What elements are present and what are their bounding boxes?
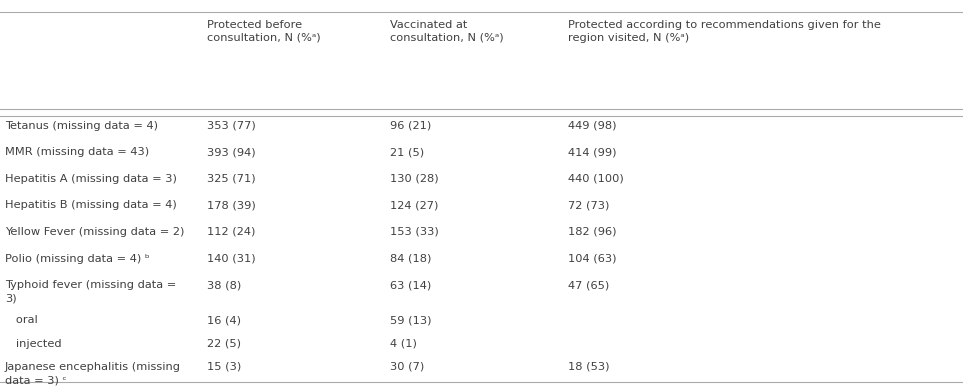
Text: Protected according to recommendations given for the
region visited, N (%ᵃ): Protected according to recommendations g…	[568, 20, 881, 43]
Text: 325 (71): 325 (71)	[207, 174, 255, 184]
Text: 96 (21): 96 (21)	[390, 121, 431, 131]
Text: 21 (5): 21 (5)	[390, 147, 424, 158]
Text: Tetanus (missing data = 4): Tetanus (missing data = 4)	[5, 121, 158, 131]
Text: Hepatitis A (missing data = 3): Hepatitis A (missing data = 3)	[5, 174, 176, 184]
Text: Polio (missing data = 4) ᵇ: Polio (missing data = 4) ᵇ	[5, 254, 149, 264]
Text: 59 (13): 59 (13)	[390, 315, 431, 325]
Text: 15 (3): 15 (3)	[207, 362, 242, 372]
Text: 30 (7): 30 (7)	[390, 362, 425, 372]
Text: 18 (53): 18 (53)	[568, 362, 610, 372]
Text: Typhoid fever (missing data =
3): Typhoid fever (missing data = 3)	[5, 280, 176, 303]
Text: 449 (98): 449 (98)	[568, 121, 616, 131]
Text: 47 (65): 47 (65)	[568, 280, 610, 290]
Text: 393 (94): 393 (94)	[207, 147, 255, 158]
Text: 38 (8): 38 (8)	[207, 280, 242, 290]
Text: 4 (1): 4 (1)	[390, 339, 417, 349]
Text: Vaccinated at
consultation, N (%ᵃ): Vaccinated at consultation, N (%ᵃ)	[390, 20, 504, 43]
Text: Hepatitis B (missing data = 4): Hepatitis B (missing data = 4)	[5, 200, 176, 211]
Text: 22 (5): 22 (5)	[207, 339, 241, 349]
Text: 130 (28): 130 (28)	[390, 174, 438, 184]
Text: Yellow Fever (missing data = 2): Yellow Fever (missing data = 2)	[5, 227, 184, 237]
Text: 112 (24): 112 (24)	[207, 227, 255, 237]
Text: oral: oral	[5, 315, 38, 325]
Text: 153 (33): 153 (33)	[390, 227, 439, 237]
Text: Protected before
consultation, N (%ᵃ): Protected before consultation, N (%ᵃ)	[207, 20, 321, 43]
Text: 104 (63): 104 (63)	[568, 254, 616, 264]
Text: injected: injected	[5, 339, 62, 349]
Text: 84 (18): 84 (18)	[390, 254, 431, 264]
Text: 414 (99): 414 (99)	[568, 147, 616, 158]
Text: 72 (73): 72 (73)	[568, 200, 610, 211]
Text: Japanese encephalitis (missing
data = 3) ᶜ: Japanese encephalitis (missing data = 3)…	[5, 362, 181, 385]
Text: 182 (96): 182 (96)	[568, 227, 616, 237]
Text: MMR (missing data = 43): MMR (missing data = 43)	[5, 147, 149, 158]
Text: 353 (77): 353 (77)	[207, 121, 256, 131]
Text: 178 (39): 178 (39)	[207, 200, 256, 211]
Text: 16 (4): 16 (4)	[207, 315, 241, 325]
Text: 440 (100): 440 (100)	[568, 174, 624, 184]
Text: 140 (31): 140 (31)	[207, 254, 255, 264]
Text: 63 (14): 63 (14)	[390, 280, 431, 290]
Text: 124 (27): 124 (27)	[390, 200, 438, 211]
